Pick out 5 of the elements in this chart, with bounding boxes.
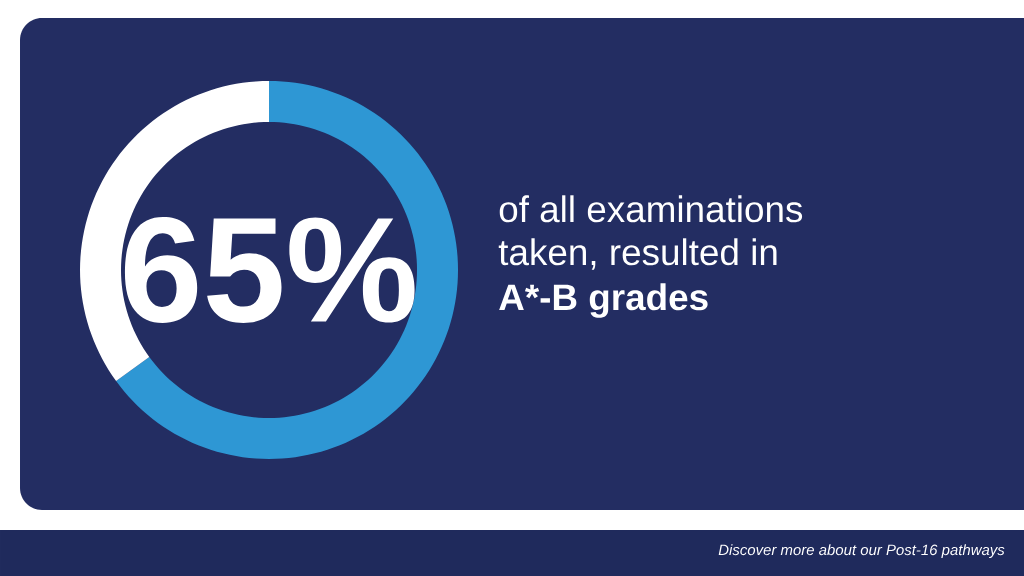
text: taken, resulted in — [498, 238, 777, 270]
text: A*-B grades — [499, 283, 708, 318]
text: Discover more about our Post-16 pathways — [718, 544, 1005, 559]
data-label: 65% — [124, 217, 415, 323]
text: of all examinations — [499, 195, 803, 223]
